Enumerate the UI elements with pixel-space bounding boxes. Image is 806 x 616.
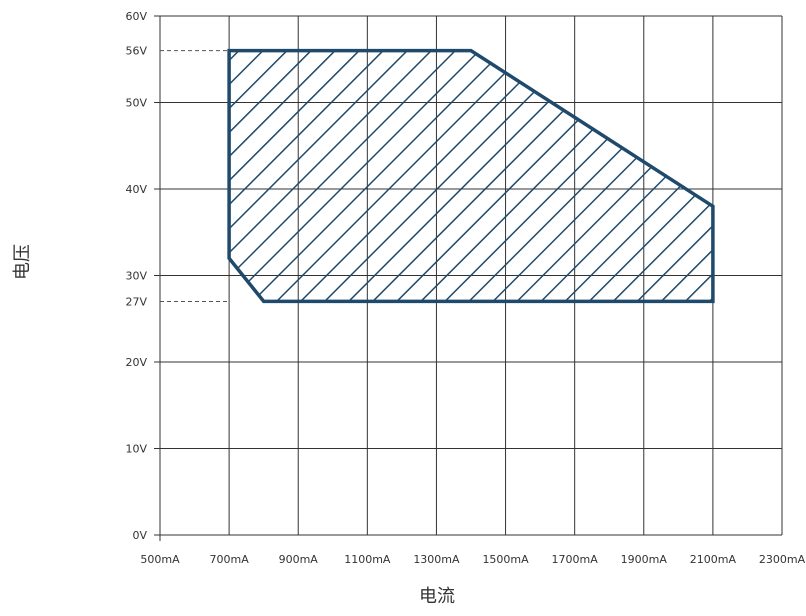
x-tick-label: 1500mA xyxy=(482,553,529,566)
y-tick-label: 50V xyxy=(125,97,147,110)
y-tick-label: 0V xyxy=(132,529,147,542)
y-tick-label: 40V xyxy=(125,183,147,196)
y-tick-label: 10V xyxy=(125,443,147,456)
x-tick-label: 500mA xyxy=(140,553,180,566)
y-axis-title: 电压 xyxy=(12,244,33,280)
x-tick-label: 1300mA xyxy=(413,553,460,566)
reference-lines xyxy=(160,50,230,302)
y-tick-label: 60V xyxy=(125,10,147,23)
x-tick-label: 2100mA xyxy=(690,553,737,566)
x-tick-label: 900mA xyxy=(279,553,319,566)
x-axis-title: 电流 xyxy=(419,586,455,607)
x-tick-label: 2300mA xyxy=(759,553,806,566)
y-tick-label-extra: 56V xyxy=(125,45,147,58)
operating-region xyxy=(227,48,715,304)
y-tick-label: 30V xyxy=(125,270,147,283)
x-tick-label: 1100mA xyxy=(344,553,391,566)
x-tick-label: 1700mA xyxy=(552,553,599,566)
region-group xyxy=(227,48,715,304)
tick-labels: 500mA 700mA 900mA 1100mA 1300mA 1500mA 1700mA 1… xyxy=(125,10,805,566)
x-tick-label: 700mA xyxy=(209,553,249,566)
y-tick-label: 20V xyxy=(125,356,147,369)
x-tick-label: 1900mA xyxy=(621,553,668,566)
y-tick-label-extra: 27V xyxy=(125,295,147,308)
